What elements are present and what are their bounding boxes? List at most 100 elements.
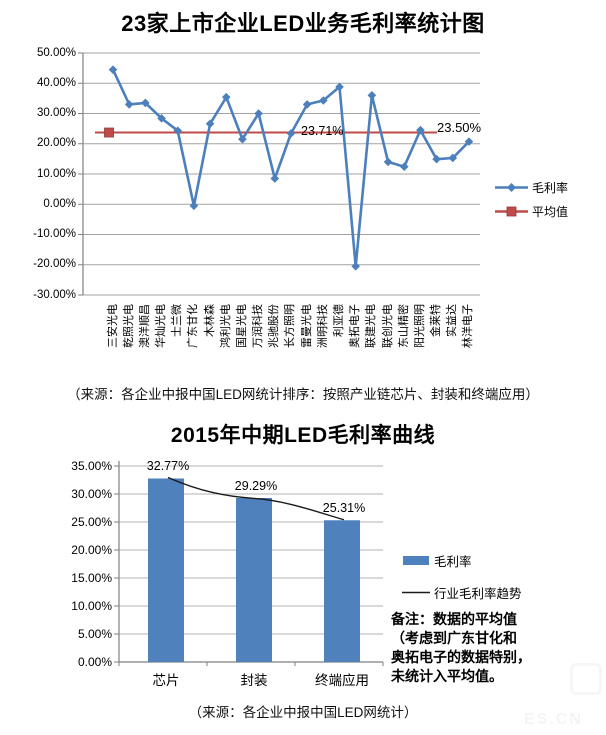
chart2-category-label: 封装 (240, 673, 268, 688)
chart1-category-label: 澳洋顺昌 (138, 304, 151, 348)
legend-label: 毛利率 (434, 555, 472, 569)
chart2-ytick-label: 25.00% (71, 515, 112, 529)
average-line-mid-label: 23.71% (301, 124, 344, 138)
chart1-category-label: 木林森 (203, 304, 216, 337)
bar-data-label: 29.29% (234, 478, 278, 493)
bar-data-label: 25.31% (322, 501, 366, 516)
data-point-marker (351, 261, 360, 271)
data-point-marker (286, 129, 296, 138)
chart1-ytick-label: 0.00% (43, 197, 76, 210)
chart1-ytick-label: 10.00% (36, 167, 76, 180)
chart1-category-label: 林洋电子 (462, 304, 475, 348)
chart1-legend: 毛利率 平均值 (495, 179, 568, 220)
chart1-ytick-label: 40.00% (36, 76, 76, 89)
bar (236, 497, 272, 662)
chart1-category-label: 实益达 (446, 304, 459, 337)
chart1-category-label: 利亚德 (333, 304, 346, 337)
chart1-category-label: 洲明科技 (316, 304, 329, 348)
data-point-marker (157, 114, 166, 123)
chart2-ytick-label: 20.00% (71, 543, 112, 557)
chart1-category-label: 鸿利光电 (219, 304, 232, 348)
note-line: 未统计入平均值。 (391, 668, 503, 684)
chart1-ytick-label: -20.00% (33, 258, 76, 271)
data-point-marker (108, 65, 118, 74)
legend-item-average: 平均值 (495, 203, 568, 220)
data-point-marker (254, 109, 263, 118)
line-square-marker-icon (495, 206, 528, 217)
chart1-category-label: 金莱特 (430, 304, 443, 337)
data-point-marker (432, 154, 441, 164)
data-point-marker (399, 162, 409, 172)
margin-line-series (111, 69, 470, 268)
average-line-right-label: 23.50% (437, 120, 482, 135)
bar-swatch-icon (403, 556, 429, 565)
chart2-category-label: 芯片 (152, 673, 180, 688)
chart1-category-label: 广东甘化 (187, 304, 200, 348)
chart2-ytick-label: 30.00% (71, 487, 112, 501)
average-marker (104, 127, 114, 138)
chart1-title: 23家上市企业LED业务毛利率统计图 (121, 11, 485, 36)
note-line: 备注：数据的平均值 (391, 611, 517, 627)
industry-trend-line (167, 476, 345, 521)
chart2-ytick-label: 5.00% (77, 627, 112, 641)
chart1-category-label: 国星光电 (235, 304, 248, 348)
legend-label: 行业毛利率趋势 (434, 587, 522, 601)
chart2-ytick-label: 15.00% (71, 571, 112, 585)
data-point-marker (464, 137, 474, 146)
legend-item-trend: 行业毛利率趋势 (402, 583, 522, 602)
data-point-marker (367, 91, 377, 100)
chart1-category-label: 联建光电 (365, 304, 378, 348)
data-point-marker (335, 82, 344, 92)
chart1-category-label: 奥拓电子 (349, 304, 362, 348)
chart1-ytick-label: -10.00% (33, 228, 76, 240)
legend-label: 毛利率 (532, 181, 569, 195)
chart1-source: （来源：各企业中报中国LED网统计排序：按照产业链芯片、封装和终端应用） (67, 387, 539, 402)
chart1-category-label: 东山精密 (397, 304, 410, 348)
chart1-category-label: 万润科技 (252, 304, 265, 348)
data-point-marker (448, 153, 458, 163)
data-point-marker (221, 92, 231, 102)
watermark-text: ES.CN (524, 711, 583, 728)
note-line: （考虑到广东甘化和 (391, 630, 517, 646)
chart2-category-label: 终端应用 (315, 673, 369, 688)
legend-label: 平均值 (532, 205, 569, 219)
data-point-marker (319, 96, 328, 105)
chart1-category-label: 阳光照明 (413, 304, 426, 348)
chart1-category-label: 乾照光电 (122, 304, 135, 348)
chart1-ytick-label: 20.00% (36, 137, 76, 150)
chart2-legend: 毛利率 行业毛利率趋势 (402, 551, 522, 602)
data-point-marker (189, 201, 199, 211)
line-diamond-marker-icon (495, 183, 528, 192)
watermark-badge-icon (570, 663, 602, 695)
legend-item-margin: 毛利率 (402, 551, 522, 570)
legend-item-margin: 毛利率 (495, 179, 568, 196)
chart1-ytick-label: 50.00% (36, 46, 76, 59)
chart1-category-label: 三安光电 (106, 304, 119, 348)
note-line: 奥拓电子的数据特别， (391, 649, 531, 665)
chart1-category-label: 华灿光电 (155, 304, 168, 348)
data-point-marker (383, 157, 393, 167)
data-point-marker (238, 134, 247, 144)
note-text: 备注：数据的平均值 （考虑到广东甘化和 奥拓电子的数据特别， 未统计入平均值。 (391, 610, 603, 686)
chart1-ytick-label: 30.00% (36, 107, 76, 119)
bar-data-label: 32.77% (146, 459, 190, 474)
chart1-category-label: 雷曼光电 (300, 304, 313, 348)
chart2-source: （来源：各企业中报中国LED网统计） (188, 705, 418, 720)
data-point-marker (205, 119, 215, 129)
chart1-category-label: 联创光电 (381, 304, 394, 348)
data-point-marker (302, 100, 312, 109)
line-swatch-icon (402, 591, 430, 594)
chart2-ytick-label: 35.00% (71, 459, 112, 473)
data-point-marker (173, 126, 183, 136)
data-point-marker (141, 98, 150, 108)
data-point-marker (124, 100, 134, 109)
chart2-ytick-label: 0.00% (77, 655, 112, 669)
bar (148, 478, 184, 662)
chart2-title: 2015年中期LED毛利率曲线 (170, 424, 436, 447)
watermark-logo: ES.CN (524, 663, 604, 733)
chart1-ytick-label: -30.00% (33, 288, 76, 301)
chart1-category-label: 兆驰股份 (268, 304, 281, 348)
data-point-marker (270, 174, 280, 183)
